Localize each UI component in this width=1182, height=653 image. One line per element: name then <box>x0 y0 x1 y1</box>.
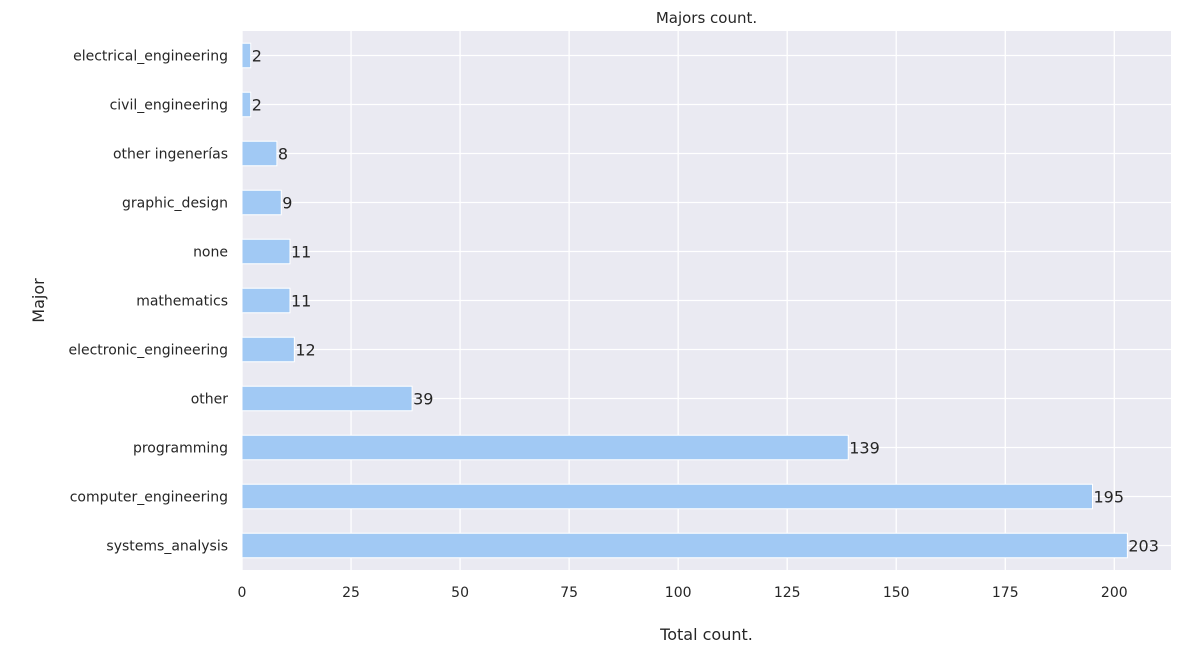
bar <box>241 483 1093 510</box>
x-tick-label: 50 <box>451 585 469 601</box>
x-tick-label: 175 <box>992 585 1019 601</box>
y-tick-label: electronic_engineering <box>68 343 228 359</box>
x-tick-label: 0 <box>238 585 247 601</box>
y-tick-label: civil_engineering <box>110 98 228 114</box>
bar <box>241 91 252 118</box>
y-tick-label: other ingenerías <box>113 147 228 163</box>
bar <box>241 287 291 314</box>
bar <box>241 238 291 265</box>
x-tick-label: 150 <box>883 585 910 601</box>
bar-value-label: 11 <box>291 243 311 262</box>
y-tick-label: graphic_design <box>122 196 228 212</box>
bar <box>241 42 252 69</box>
y-tick-label: mathematics <box>136 294 228 310</box>
bars <box>241 42 1128 559</box>
y-tick-label: systems_analysis <box>106 539 228 555</box>
y-tick-label: electrical_engineering <box>73 49 228 65</box>
y-tick-labels: systems_analysis computer_engineering prog… <box>68 49 228 555</box>
y-tick-label: other <box>191 392 229 408</box>
chart-title: Majors count. <box>656 9 757 27</box>
bar-value-label: 8 <box>278 145 288 164</box>
bar-value-label: 2 <box>252 96 262 115</box>
bar <box>241 434 849 461</box>
x-tick-labels: 0 25 50 75 100 125 150 175 200 <box>238 585 1128 601</box>
bar <box>241 336 295 363</box>
y-tick-label: computer_engineering <box>70 490 228 506</box>
bar-value-labels: 203 195 139 39 12 11 11 9 8 2 2 <box>252 47 1159 556</box>
bar <box>241 140 278 167</box>
y-axis-label: Major <box>29 278 48 323</box>
bar-value-label: 12 <box>295 341 315 360</box>
bar-value-label: 39 <box>413 390 433 409</box>
bar <box>241 189 282 216</box>
x-tick-label: 100 <box>665 585 692 601</box>
x-tick-label: 200 <box>1101 585 1128 601</box>
y-tick-label: none <box>193 245 228 261</box>
x-axis-label: Total count. <box>659 625 753 644</box>
bar-value-label: 203 <box>1128 537 1159 556</box>
bar <box>241 532 1128 559</box>
bar-value-label: 2 <box>252 47 262 66</box>
bar-value-label: 9 <box>282 194 292 213</box>
x-tick-label: 75 <box>560 585 578 601</box>
x-tick-label: 25 <box>342 585 360 601</box>
bar-value-label: 11 <box>291 292 311 311</box>
bar <box>241 385 413 412</box>
bar-value-label: 139 <box>849 439 880 458</box>
bar-value-label: 195 <box>1093 488 1124 507</box>
x-tick-label: 125 <box>774 585 801 601</box>
y-tick-label: programming <box>133 441 228 457</box>
